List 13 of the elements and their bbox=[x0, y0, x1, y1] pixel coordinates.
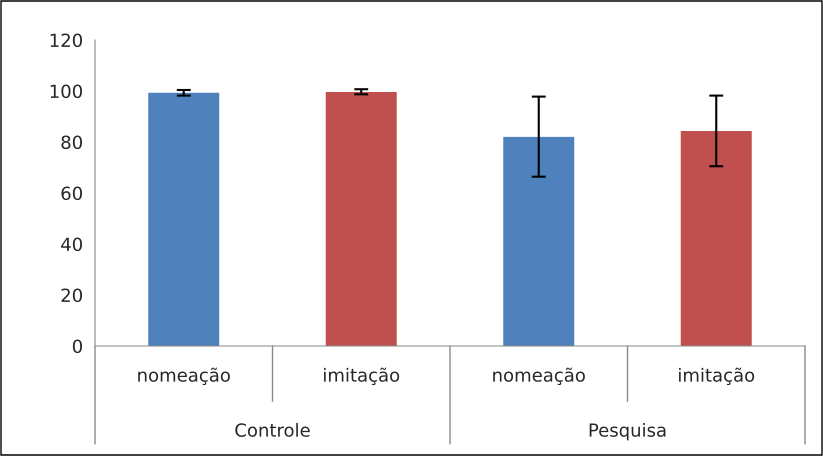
y-tick-label: 120 bbox=[50, 33, 82, 48]
y-tick-label: 0 bbox=[72, 339, 82, 354]
y-tick-label: 80 bbox=[61, 135, 82, 150]
text: Pesquisa bbox=[590, 422, 666, 440]
x-tick-label: nomeação bbox=[138, 368, 230, 386]
x-tick-label: imitação bbox=[679, 368, 754, 386]
x-tick-label: imitação bbox=[324, 368, 400, 386]
text: Controle bbox=[235, 422, 310, 437]
y-tick-label: 40 bbox=[61, 237, 82, 252]
y-tick-label: 60 bbox=[61, 186, 82, 200]
x-tick-label: nomeação bbox=[493, 368, 585, 386]
y-tick-label: 20 bbox=[62, 288, 82, 302]
y-tick-label: 100 bbox=[50, 84, 82, 98]
